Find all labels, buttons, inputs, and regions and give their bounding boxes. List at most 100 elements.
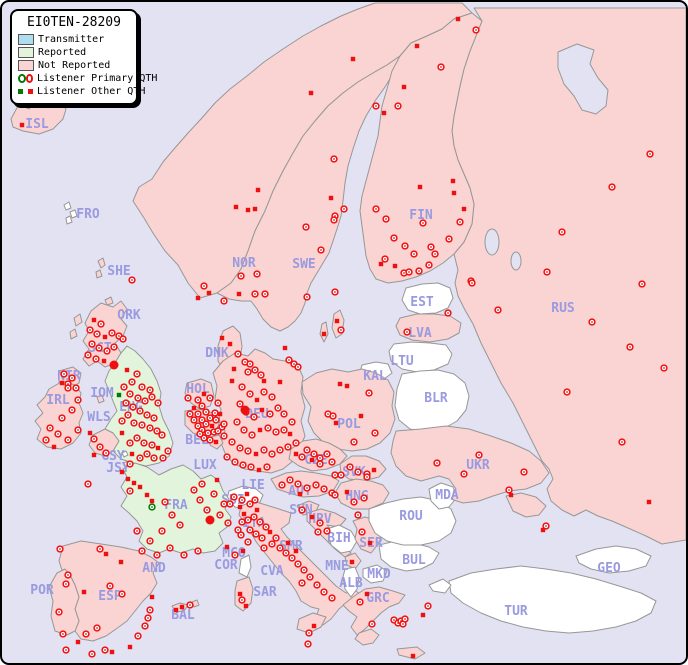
listener-primary-qth-dot xyxy=(272,428,280,436)
listener-primary-qth-dot xyxy=(360,494,368,502)
country-fro xyxy=(69,209,78,219)
listener-other-qth-dot xyxy=(125,476,131,482)
listener-other-qth-dot xyxy=(237,591,243,597)
listener-primary-qth-dot xyxy=(300,566,308,574)
country-por xyxy=(48,568,80,636)
listener-primary-qth-dot xyxy=(278,481,286,489)
listener-primary-qth-dot xyxy=(158,527,166,535)
country-svk xyxy=(339,455,387,482)
listener-primary-qth-dot xyxy=(350,498,358,506)
listener-primary-qth-dot xyxy=(88,650,96,658)
listener-primary-qth-dot xyxy=(118,417,126,425)
country-eng xyxy=(104,345,174,467)
listener-primary-qth-dot xyxy=(638,280,646,288)
country-label-est: EST xyxy=(410,295,434,310)
listener-primary-qth-dot xyxy=(310,450,318,458)
listener-other-qth-dot xyxy=(195,295,201,301)
listener-primary-qth-dot xyxy=(234,350,242,358)
listener-other-qth-dot xyxy=(144,492,150,498)
listener-primary-qth-dot xyxy=(608,183,616,191)
listener-primary-qth-dot xyxy=(250,513,258,521)
listener-primary-qth-dot xyxy=(72,384,80,392)
listener-primary-qth-dot xyxy=(248,431,256,439)
listener-other-qth-dot xyxy=(236,291,242,297)
listener-primary-qth-dot xyxy=(403,328,411,336)
listener-other-qth-dot xyxy=(149,498,155,504)
listener-primary-qth-dot xyxy=(198,480,206,488)
listener-primary-qth-dot xyxy=(129,403,137,411)
listener-primary-qth-dot xyxy=(103,347,111,355)
listener-other-qth-dot xyxy=(297,491,303,497)
listener-primary-qth-dot xyxy=(144,614,152,622)
listener-primary-qth-dot xyxy=(74,396,82,404)
listener-primary-qth-dot xyxy=(220,432,228,440)
country-geo xyxy=(575,545,652,574)
country-label-grc: GRC xyxy=(366,591,389,606)
listener-primary-qth-dot xyxy=(96,443,104,451)
listener-primary-qth-dot xyxy=(184,394,192,402)
listener-primary-qth-dot xyxy=(90,435,98,443)
listener-primary-qth-dot xyxy=(346,463,354,471)
listener-primary-qth-dot xyxy=(244,447,252,455)
listener-primary-qth-dot xyxy=(253,270,261,278)
listener-primary-qth-dot xyxy=(230,493,238,501)
listener-primary-qth-dot xyxy=(206,414,214,422)
listener-primary-qth-dot xyxy=(288,418,296,426)
country-irl xyxy=(34,380,84,450)
country-blr xyxy=(394,369,470,433)
listener-other-qth-dot xyxy=(243,603,249,609)
country-label-rus: RUS xyxy=(551,301,575,316)
country-fro xyxy=(63,201,72,211)
listener-primary-qth-dot xyxy=(214,399,222,407)
legend-label: Listener Primary QTH xyxy=(37,72,158,84)
listener-primary-qth-dot xyxy=(138,547,146,555)
listener-primary-qth-dot xyxy=(202,420,210,428)
country-label-mda: MDA xyxy=(435,488,459,503)
listener-primary-qth-dot xyxy=(93,624,101,632)
listener-primary-qth-dot xyxy=(543,268,551,276)
listener-other-qth-dot xyxy=(334,318,340,324)
listener-primary-qth-dot xyxy=(381,255,389,263)
listener-primary-qth-dot xyxy=(268,450,276,458)
listener-primary-qth-dot xyxy=(419,219,427,227)
listener-primary-qth-dot xyxy=(382,215,390,223)
listener-primary-qth-dot xyxy=(109,360,119,370)
listener-primary-qth-dot xyxy=(143,411,151,419)
listener-primary-qth-dot xyxy=(298,453,306,461)
listener-other-qth-dot xyxy=(101,358,107,364)
listener-primary-qth-dot xyxy=(337,471,345,479)
listener-primary-qth-dot xyxy=(86,326,94,334)
country-label-fra: FRA xyxy=(164,498,188,513)
listener-primary-qth-dot xyxy=(298,579,306,587)
listener-primary-qth-dot xyxy=(358,528,366,536)
listener-primary-qth-dot xyxy=(424,602,432,610)
country-ork xyxy=(104,296,114,306)
listener-primary-qth-dot xyxy=(190,416,198,424)
listener-primary-qth-dot xyxy=(304,640,312,648)
listener-primary-qth-dot xyxy=(276,446,284,454)
listener-primary-qth-dot xyxy=(212,416,220,424)
listener-other-qth-dot xyxy=(227,341,233,347)
listener-primary-qth-dot xyxy=(263,463,271,471)
listener-primary-qth-dot xyxy=(313,581,321,589)
island-gotland xyxy=(331,309,345,339)
legend-row-transmitter: Transmitter xyxy=(18,33,130,45)
listener-other-qth-dot xyxy=(131,480,137,486)
listener-primary-qth-dot xyxy=(59,630,67,638)
listener-primary-qth-dot xyxy=(141,397,149,405)
listener-primary-qth-dot xyxy=(126,390,134,398)
listener-primary-qth-dot xyxy=(456,218,464,226)
listener-primary-qth-dot xyxy=(124,411,132,419)
listener-primary-qth-dot xyxy=(200,282,208,290)
listener-other-qth-dot xyxy=(201,391,207,397)
listener-primary-qth-dot xyxy=(246,360,254,368)
listener-other-qth-dot xyxy=(267,529,273,535)
country-she xyxy=(97,257,106,269)
listener-other-qth-dot xyxy=(237,504,243,510)
listener-other-qth-dot xyxy=(350,56,356,62)
listener-other-qth-dot xyxy=(217,411,223,417)
listener-primary-qth-dot xyxy=(266,410,274,418)
listener-other-qth-dot xyxy=(257,427,263,433)
listener-primary-qth-dot xyxy=(62,580,70,588)
listener-primary-qth-dot xyxy=(437,63,445,71)
